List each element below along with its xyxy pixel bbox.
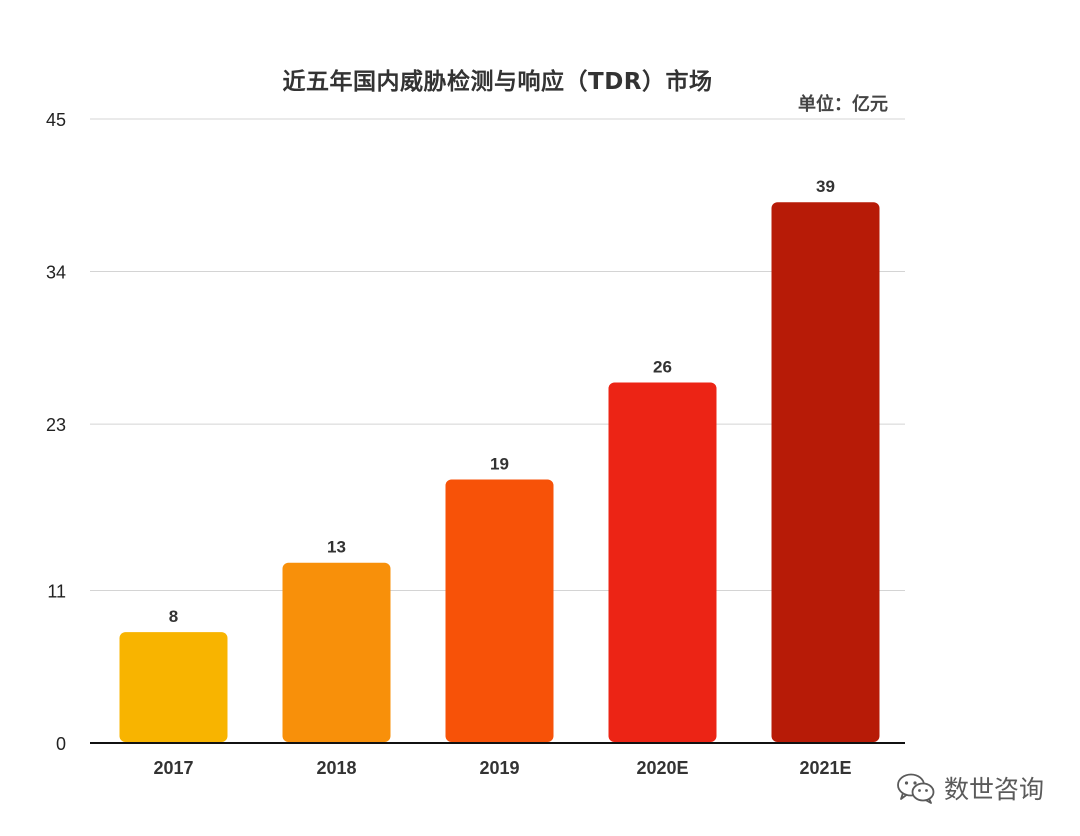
x-tick-label-2017: 2017 (153, 758, 193, 778)
chart-title: 近五年国内威胁检测与响应（TDR）市场 (282, 69, 713, 95)
watermark-text: 数世咨询 (944, 775, 1045, 804)
y-tick-label-2: 23 (46, 415, 66, 435)
data-label-2020E: 26 (653, 357, 672, 376)
y-tick-label-3: 34 (46, 263, 66, 283)
bar-2017 (119, 632, 228, 742)
data-label-2018: 13 (327, 538, 346, 557)
data-labels: 8 13 19 26 39 (169, 177, 835, 626)
bar-2019 (445, 479, 554, 742)
data-label-2017: 8 (169, 607, 178, 626)
y-tick-label-0: 0 (56, 734, 66, 754)
bars (119, 202, 880, 742)
x-tick-label-2020E: 2020E (636, 758, 688, 778)
watermark: 数世咨询 (896, 770, 1044, 806)
unit-label: 单位：亿元 (798, 94, 888, 115)
x-tick-label-2021E: 2021E (799, 758, 851, 778)
bar-2021E (771, 202, 880, 742)
y-tick-label-4: 45 (46, 110, 66, 130)
x-tick-label-2018: 2018 (316, 758, 356, 778)
y-axis-ticks: 0 11 23 34 45 (46, 110, 66, 754)
data-label-2021E: 39 (816, 177, 835, 196)
bar-2018 (282, 562, 391, 742)
wechat-icon (897, 773, 935, 804)
y-tick-label-1: 11 (47, 581, 66, 601)
x-tick-label-2019: 2019 (479, 758, 519, 778)
bar-2020E (608, 382, 717, 742)
x-axis-ticks: 2017 2018 2019 2020E 2021E (153, 758, 851, 778)
data-label-2019: 19 (490, 455, 509, 474)
